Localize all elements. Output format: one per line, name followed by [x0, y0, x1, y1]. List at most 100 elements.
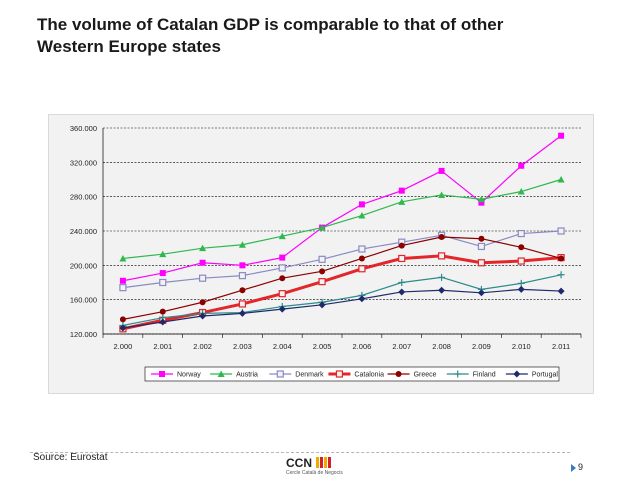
data-point-austria — [199, 244, 207, 252]
y-tick-label: 120.000 — [70, 330, 97, 339]
data-point-greece — [358, 255, 365, 262]
data-point-greece — [558, 255, 565, 262]
legend-label-austria: Austria — [236, 372, 258, 379]
series-line-greece — [122, 236, 562, 320]
data-point-denmark — [477, 242, 486, 251]
x-tick-label: 2.007 — [392, 342, 411, 351]
slide-title-line-1: The volume of Catalan GDP is comparable … — [37, 15, 504, 34]
data-point-norway — [558, 132, 565, 139]
legend-box — [144, 366, 560, 382]
data-point-austria — [159, 250, 167, 258]
legend-label-finland: Finland — [473, 372, 496, 379]
page-arrow-icon — [571, 464, 576, 472]
data-point-portugal — [557, 287, 565, 295]
data-point-norway — [518, 162, 525, 169]
data-point-denmark — [557, 227, 565, 235]
data-point-finland — [517, 279, 525, 287]
data-point-catalonia — [238, 300, 247, 308]
data-point-norway — [398, 187, 405, 194]
x-tick-label: 2.003 — [233, 342, 252, 351]
data-point-austria — [438, 191, 446, 198]
legend-marker-norway — [159, 371, 165, 377]
data-point-austria — [517, 188, 525, 195]
data-point-denmark — [318, 255, 326, 263]
slide-title-line-2: Western Europe states — [37, 37, 221, 56]
data-point-norway — [279, 254, 286, 261]
gdp-line-chart: 120.000 160.000 200.000 240.000 280.000 320.0… — [70, 124, 582, 382]
data-point-portugal — [119, 324, 127, 332]
x-tick-label: 2.008 — [432, 342, 451, 351]
legend-marker-austria — [217, 370, 225, 377]
data-point-finland — [557, 271, 565, 279]
x-tick-label: 2.006 — [353, 342, 372, 351]
x-tick-label: 2.002 — [193, 342, 212, 351]
data-point-norway — [199, 259, 206, 266]
legend-label-denmark: Denmark — [295, 372, 324, 379]
data-point-norway — [119, 277, 126, 284]
data-point-austria — [358, 212, 366, 219]
data-point-portugal — [199, 312, 207, 320]
data-point-greece — [319, 268, 326, 275]
ccn-logo-mark: CCN — [286, 456, 331, 470]
legend-marker-denmark — [276, 370, 284, 378]
data-point-greece — [159, 308, 166, 315]
data-point-greece — [279, 275, 286, 282]
data-point-austria — [278, 232, 286, 240]
data-point-austria — [557, 176, 565, 183]
data-point-portugal — [238, 309, 246, 317]
data-point-catalonia — [477, 259, 486, 267]
data-point-norway — [159, 270, 166, 277]
legend-marker-catalonia — [335, 370, 344, 378]
ccn-logo: CCN Cercle Català de Negocis — [286, 456, 350, 478]
data-point-denmark — [119, 284, 127, 292]
data-point-greece — [119, 316, 126, 323]
x-tick-label: 2.001 — [153, 342, 172, 351]
data-point-portugal — [438, 286, 446, 294]
legend-label-catalonia: Catalonia — [354, 372, 384, 379]
logo-subtitle: Cercle Català de Negocis — [286, 470, 343, 476]
legend-label-norway: Norway — [177, 372, 201, 379]
series-line-austria — [122, 178, 562, 260]
legend-label-greece: Greece — [414, 372, 437, 379]
data-point-norway — [358, 201, 365, 208]
y-tick-label: 200.000 — [70, 261, 97, 270]
series-line-portugal — [122, 288, 562, 329]
series-line-norway — [122, 135, 562, 282]
data-point-denmark — [358, 245, 366, 253]
data-point-portugal — [358, 295, 366, 303]
logo-stripes-icon — [316, 457, 331, 468]
data-point-denmark — [517, 229, 525, 238]
data-point-portugal — [517, 285, 525, 293]
data-point-denmark — [278, 264, 286, 272]
y-tick-label: 320.000 — [70, 158, 97, 167]
legend-marker-finland — [454, 370, 462, 378]
data-point-portugal — [159, 318, 167, 326]
data-point-finland — [398, 279, 406, 286]
data-point-greece — [478, 235, 485, 242]
data-point-denmark — [238, 272, 247, 280]
data-point-portugal — [278, 305, 286, 313]
data-point-austria — [477, 195, 485, 203]
series-line-finland — [122, 274, 562, 327]
data-point-portugal — [318, 301, 326, 309]
data-point-greece — [518, 244, 525, 251]
x-tick-label: 2.009 — [472, 342, 491, 351]
series-line-denmark — [122, 230, 562, 289]
data-point-denmark — [159, 278, 167, 287]
data-point-austria — [238, 241, 246, 248]
data-point-greece — [239, 287, 246, 294]
chart-area: 120.000 160.000 200.000 240.000 280.000 320.0… — [48, 114, 594, 394]
data-point-portugal — [477, 289, 485, 297]
data-point-portugal — [398, 288, 406, 296]
data-point-austria — [398, 198, 406, 205]
x-tick-label: 2.011 — [552, 342, 570, 351]
footer-divider — [30, 452, 570, 453]
data-point-greece — [199, 299, 206, 306]
legend-marker-greece — [395, 371, 402, 377]
data-point-catalonia — [318, 278, 326, 286]
source-note: Source: Eurostat — [33, 452, 108, 463]
data-point-austria — [119, 254, 127, 262]
x-tick-label: 2.004 — [273, 342, 292, 351]
data-point-norway — [438, 167, 445, 174]
y-tick-label: 360.000 — [70, 124, 97, 133]
